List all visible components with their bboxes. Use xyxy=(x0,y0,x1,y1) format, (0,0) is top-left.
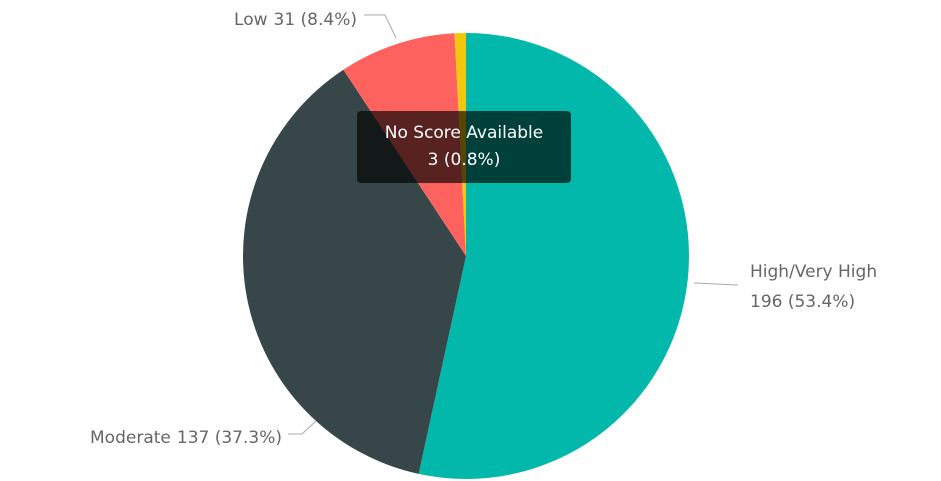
data-label-value: 137 (37.3%) xyxy=(177,428,282,448)
labels: High/Very High 196 (53.4%) Moderate 137 (37… xyxy=(90,10,877,448)
data-label-value: 196 (53.4%) xyxy=(750,292,855,312)
leader-line xyxy=(364,14,397,39)
tooltip-box xyxy=(357,111,571,183)
tooltip-category: No Score Available xyxy=(385,123,544,143)
leader-line xyxy=(288,420,317,435)
slice xyxy=(243,69,466,474)
slices xyxy=(243,33,690,479)
leader-line xyxy=(693,282,739,286)
data-label: Low 31 (8.4%) xyxy=(234,10,357,30)
data-label: Moderate 137 (37.3%) xyxy=(90,428,282,448)
data-label-category: High/Very High xyxy=(750,262,877,282)
data-label-category: Low xyxy=(234,10,268,30)
data-label-value: 31 (8.4%) xyxy=(274,10,358,30)
tooltip-value: 3 (0.8%) xyxy=(428,150,501,170)
data-label-category: Moderate xyxy=(90,428,171,448)
tooltip: No Score Available 3 (0.8%) xyxy=(357,111,571,183)
